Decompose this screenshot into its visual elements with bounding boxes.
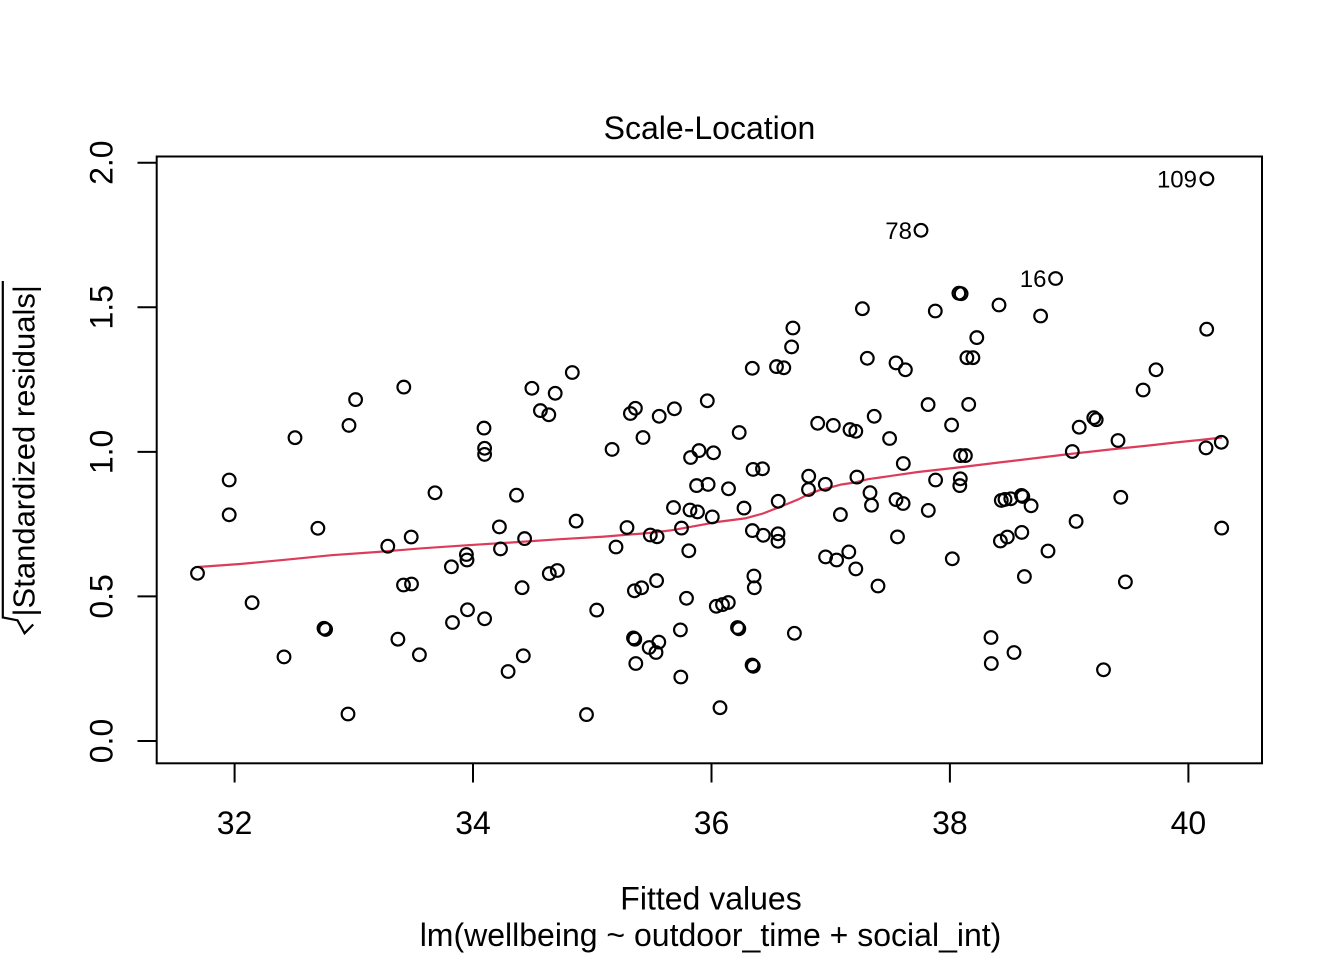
svg-text:lm(wellbeing ~ outdoor_time +: lm(wellbeing ~ outdoor_time + social_int… <box>420 917 1002 953</box>
svg-text:Scale-Location: Scale-Location <box>604 110 816 146</box>
svg-text:34: 34 <box>455 805 491 841</box>
svg-text:0.5: 0.5 <box>84 574 120 618</box>
svg-text:1.5: 1.5 <box>84 285 120 329</box>
svg-text:38: 38 <box>932 805 968 841</box>
svg-text:0.0: 0.0 <box>84 719 120 763</box>
svg-text:16: 16 <box>1020 266 1047 293</box>
svg-text:78: 78 <box>885 218 912 245</box>
svg-text:32: 32 <box>217 805 253 841</box>
svg-text:2.0: 2.0 <box>84 140 120 184</box>
svg-text:40: 40 <box>1171 805 1207 841</box>
svg-text:109: 109 <box>1157 167 1197 194</box>
svg-text:36: 36 <box>694 805 730 841</box>
svg-text:Fitted values: Fitted values <box>620 881 801 917</box>
svg-text:1.0: 1.0 <box>84 430 120 474</box>
svg-text:|Standardized residuals|: |Standardized residuals| <box>7 285 42 616</box>
